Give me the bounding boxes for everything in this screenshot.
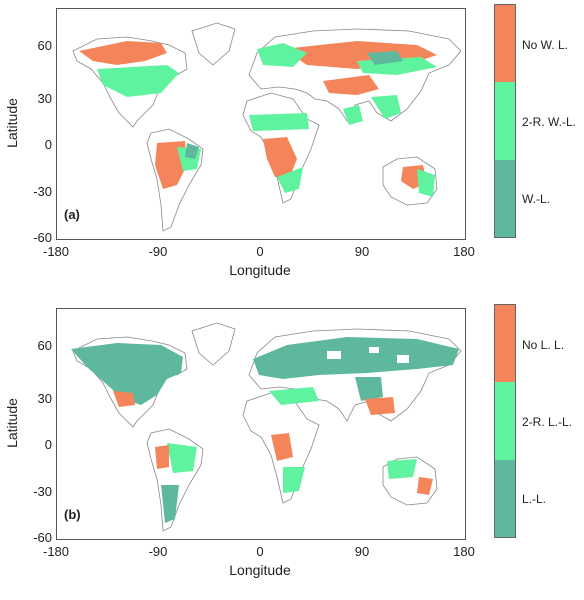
coast-north-america <box>72 336 188 428</box>
y-tick: 60 <box>37 338 52 353</box>
coast-africa <box>242 92 320 204</box>
y-tick: -60 <box>33 230 52 245</box>
coast-africa <box>242 392 320 504</box>
world-map-a <box>72 22 462 232</box>
y-axis-title: Latitude <box>4 398 20 448</box>
coast-greenland <box>191 322 236 366</box>
panel-b: 60 30 0 -30 -60 -180 -90 0 90 180 Longit… <box>0 300 584 600</box>
y-tick: 60 <box>37 38 52 53</box>
y-tick: 30 <box>37 91 52 106</box>
y-tick: 0 <box>44 437 52 452</box>
panel-tag: (a) <box>64 207 80 222</box>
map-frame-a <box>56 8 466 240</box>
y-tick: -30 <box>33 484 52 499</box>
region-orange-b <box>113 391 433 495</box>
legend-label: W.-L. <box>522 192 551 206</box>
panel-a: 60 30 0 -30 -60 -180 -90 0 90 180 Longit… <box>4 4 577 278</box>
colorbar-swatch-orange <box>495 5 515 83</box>
y-tick: -60 <box>33 530 52 545</box>
colorbar-a <box>494 4 516 238</box>
y-tick: -30 <box>33 184 52 199</box>
y-tick: 30 <box>37 391 52 406</box>
x-tick: 90 <box>354 544 370 559</box>
world-map-b <box>71 322 462 532</box>
colorbar-swatch-orange <box>495 305 515 383</box>
x-tick: -90 <box>148 544 168 559</box>
colorbar-swatch-teal <box>495 459 515 537</box>
x-tick: 90 <box>354 244 370 259</box>
colorbar-b <box>494 304 516 538</box>
map-frame-b <box>56 308 466 540</box>
y-axis-title: Latitude <box>4 98 20 148</box>
x-axis-title: Longitude <box>229 262 291 278</box>
x-tick: 0 <box>256 544 264 559</box>
x-tick: 180 <box>453 544 475 559</box>
legend-label: 2-R. L.-L. <box>522 415 573 429</box>
colorbar-swatch-teal <box>495 159 515 237</box>
coast-australia <box>382 456 438 506</box>
x-tick: 0 <box>256 244 264 259</box>
holes-b <box>327 347 409 363</box>
x-tick: -180 <box>42 244 70 259</box>
panel-tag: (b) <box>64 507 81 522</box>
y-tick: 0 <box>44 137 52 152</box>
legend-label: No L. L. <box>522 338 565 352</box>
legend-label: No W. L. <box>522 38 569 52</box>
legend-label: 2-R. W.-L. <box>522 115 577 129</box>
region-light-green-a <box>97 43 437 197</box>
region-orange-a <box>79 41 437 189</box>
legend-label: L.-L. <box>522 492 547 506</box>
coast-eurasia <box>248 28 462 122</box>
region-teal-a <box>185 51 403 159</box>
x-tick: -90 <box>148 244 168 259</box>
colorbar-swatch-light-green <box>495 82 515 160</box>
coast-south-america <box>146 128 204 232</box>
x-tick: 180 <box>453 244 475 259</box>
x-tick: -180 <box>42 544 70 559</box>
x-axis-title: Longitude <box>229 562 291 578</box>
coast-greenland <box>191 22 236 66</box>
colorbar-swatch-light-green <box>495 382 515 460</box>
region-light-green-b <box>167 387 417 493</box>
region-teal-b <box>71 337 459 523</box>
